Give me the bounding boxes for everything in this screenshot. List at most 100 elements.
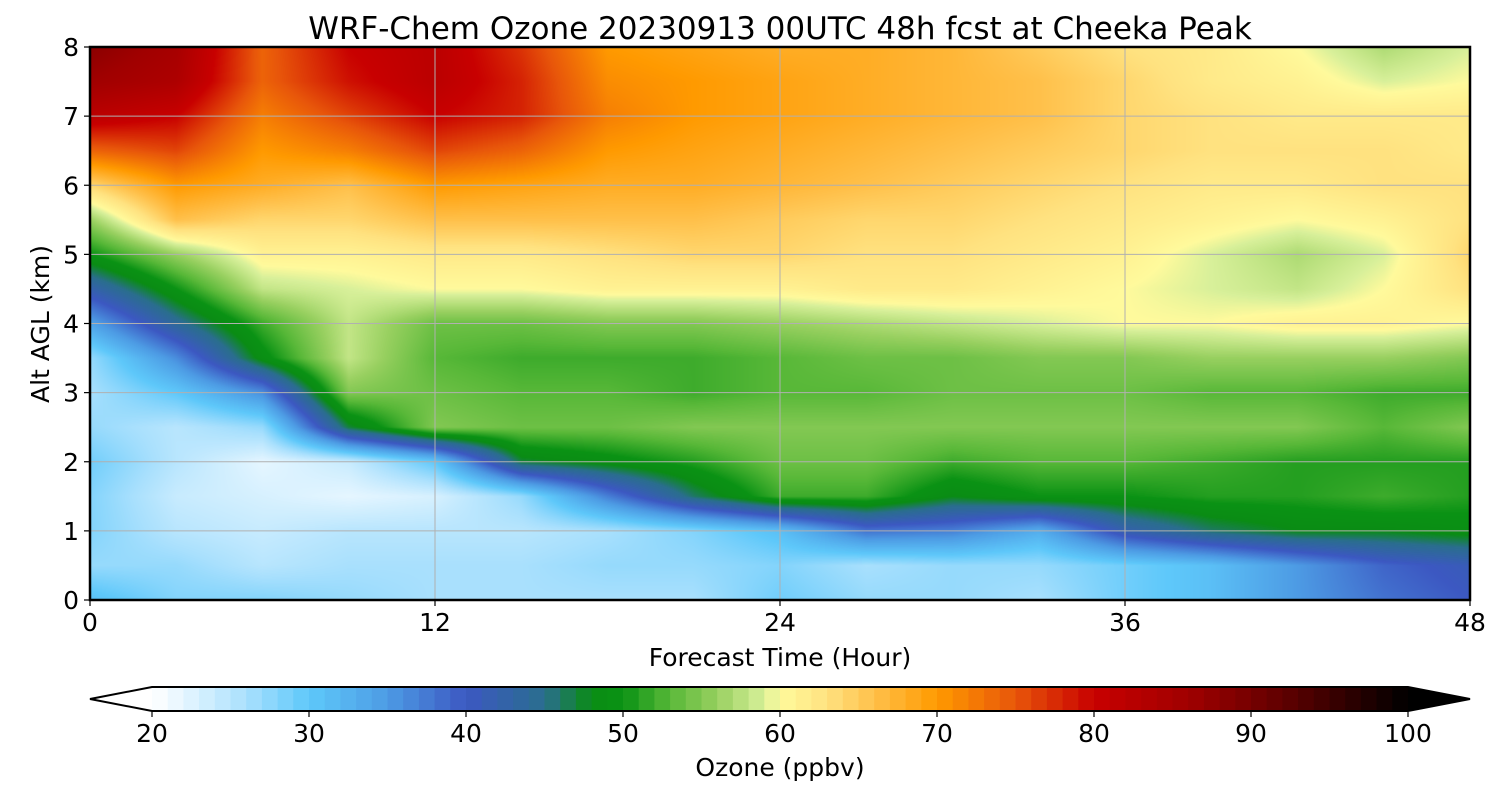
y-tick-label: 7 — [63, 102, 79, 131]
colorbar-tick-label: 100 — [1384, 719, 1432, 748]
colorbar-swatch — [340, 687, 357, 711]
colorbar-swatch — [1392, 687, 1409, 711]
colorbar-swatch — [167, 687, 184, 711]
colorbar-swatch — [1015, 687, 1032, 711]
colorbar-swatch — [858, 687, 875, 711]
colorbar-swatch — [1219, 687, 1236, 711]
colorbar-swatch — [717, 687, 734, 711]
y-tick-label: 8 — [63, 33, 79, 62]
y-tick-label: 6 — [63, 171, 79, 200]
colorbar-swatch — [1172, 687, 1189, 711]
colorbar-swatch — [670, 687, 687, 711]
colorbar-swatch — [748, 687, 765, 711]
colorbar-swatch — [1235, 687, 1252, 711]
y-tick-label: 5 — [63, 240, 79, 269]
colorbar-swatch — [261, 687, 279, 711]
colorbar-swatch — [356, 687, 373, 711]
colorbar-label: Ozone (ppbv) — [695, 753, 864, 782]
colorbar-swatch — [544, 687, 561, 711]
colorbar-swatch — [277, 687, 294, 711]
colorbar-swatch — [1156, 687, 1174, 711]
colorbar-swatch — [1188, 687, 1205, 711]
colorbar-swatch — [450, 687, 467, 711]
colorbar-swatch — [1046, 687, 1064, 711]
colorbar-swatch — [685, 687, 703, 711]
colorbar-swatch — [623, 687, 640, 711]
colorbar-swatch — [1094, 687, 1111, 711]
colorbar-swatch — [591, 687, 608, 711]
colorbar-swatch — [1251, 687, 1268, 711]
colorbar-tick-label: 60 — [764, 719, 796, 748]
plot-area — [88, 45, 1472, 602]
colorbar-tick-label: 50 — [607, 719, 639, 748]
colorbar-swatch — [575, 687, 593, 711]
colorbar-swatch — [246, 687, 263, 711]
x-tick-label: 12 — [419, 608, 451, 637]
colorbar-swatch — [1062, 687, 1079, 711]
colorbar-swatch — [1298, 687, 1315, 711]
colorbar-swatch — [1313, 687, 1331, 711]
colorbar-swatch — [324, 687, 341, 711]
colorbar-swatch — [827, 687, 844, 711]
y-tick-label: 0 — [63, 586, 79, 615]
colorbar-swatch — [560, 687, 577, 711]
colorbar-swatch — [497, 687, 514, 711]
colorbar-swatch — [952, 687, 969, 711]
colorbar-swatch — [842, 687, 860, 711]
colorbar-swatch — [1376, 687, 1393, 711]
colorbar-swatch — [466, 687, 483, 711]
colorbar-swatch — [199, 687, 216, 711]
colorbar-swatch — [780, 687, 797, 711]
colorbar-swatch — [152, 687, 169, 711]
colorbar: 20 30 40 50 60 70 80 90 100 — [89, 686, 1471, 748]
colorbar-swatch — [1109, 687, 1126, 711]
colorbar-swatch — [732, 687, 750, 711]
y-tick-label: 3 — [63, 379, 79, 408]
colorbar-swatch — [905, 687, 922, 711]
y-tick-label: 4 — [63, 310, 79, 339]
colorbar-swatch — [371, 687, 389, 711]
colorbar-swatch — [874, 687, 891, 711]
colorbar-swatch — [418, 687, 436, 711]
x-axis-label: Forecast Time (Hour) — [649, 643, 912, 672]
colorbar-swatch — [481, 687, 498, 711]
colorbar-tick-label: 20 — [136, 719, 168, 748]
colorbar-swatch — [984, 687, 1001, 711]
x-tick-label: 24 — [764, 608, 796, 637]
colorbar-swatch — [1031, 687, 1048, 711]
colorbar-swatch — [1345, 687, 1362, 711]
colorbar-tick-label: 30 — [293, 719, 325, 748]
x-tick-label: 48 — [1454, 608, 1486, 637]
colorbar-swatch — [293, 687, 310, 711]
colorbar-swatch — [889, 687, 907, 711]
colorbar-swatch — [387, 687, 404, 711]
y-tick-label: 2 — [63, 448, 79, 477]
colorbar-swatch — [795, 687, 812, 711]
colorbar-tick-label: 40 — [450, 719, 482, 748]
colorbar-swatch — [214, 687, 232, 711]
colorbar-swatch — [607, 687, 624, 711]
y-tick-label: 1 — [63, 517, 79, 546]
colorbar-swatch — [1141, 687, 1158, 711]
colorbar-swatch — [1282, 687, 1299, 711]
colorbar-swatch — [654, 687, 671, 711]
colorbar-tick-label: 80 — [1078, 719, 1110, 748]
colorbar-swatch — [1203, 687, 1221, 711]
x-tick-label: 0 — [82, 608, 98, 637]
colorbar-swatch — [183, 687, 200, 711]
colorbar-swatch — [937, 687, 954, 711]
colorbar-swatch — [309, 687, 326, 711]
y-axis-label: Alt AGL (km) — [26, 245, 55, 403]
colorbar-swatch — [1078, 687, 1095, 711]
colorbar-swatch — [1266, 687, 1283, 711]
colorbar-swatch — [513, 687, 530, 711]
colorbar-tick-label: 90 — [1235, 719, 1267, 748]
colorbar-swatch — [999, 687, 1017, 711]
y-axis: 0 1 2 3 4 5 6 7 8 — [63, 33, 90, 615]
colorbar-tick-label: 70 — [921, 719, 953, 748]
colorbar-swatch — [1329, 687, 1346, 711]
colorbar-swatch — [811, 687, 828, 711]
colorbar-swatch — [1360, 687, 1378, 711]
colorbar-swatch — [230, 687, 247, 711]
